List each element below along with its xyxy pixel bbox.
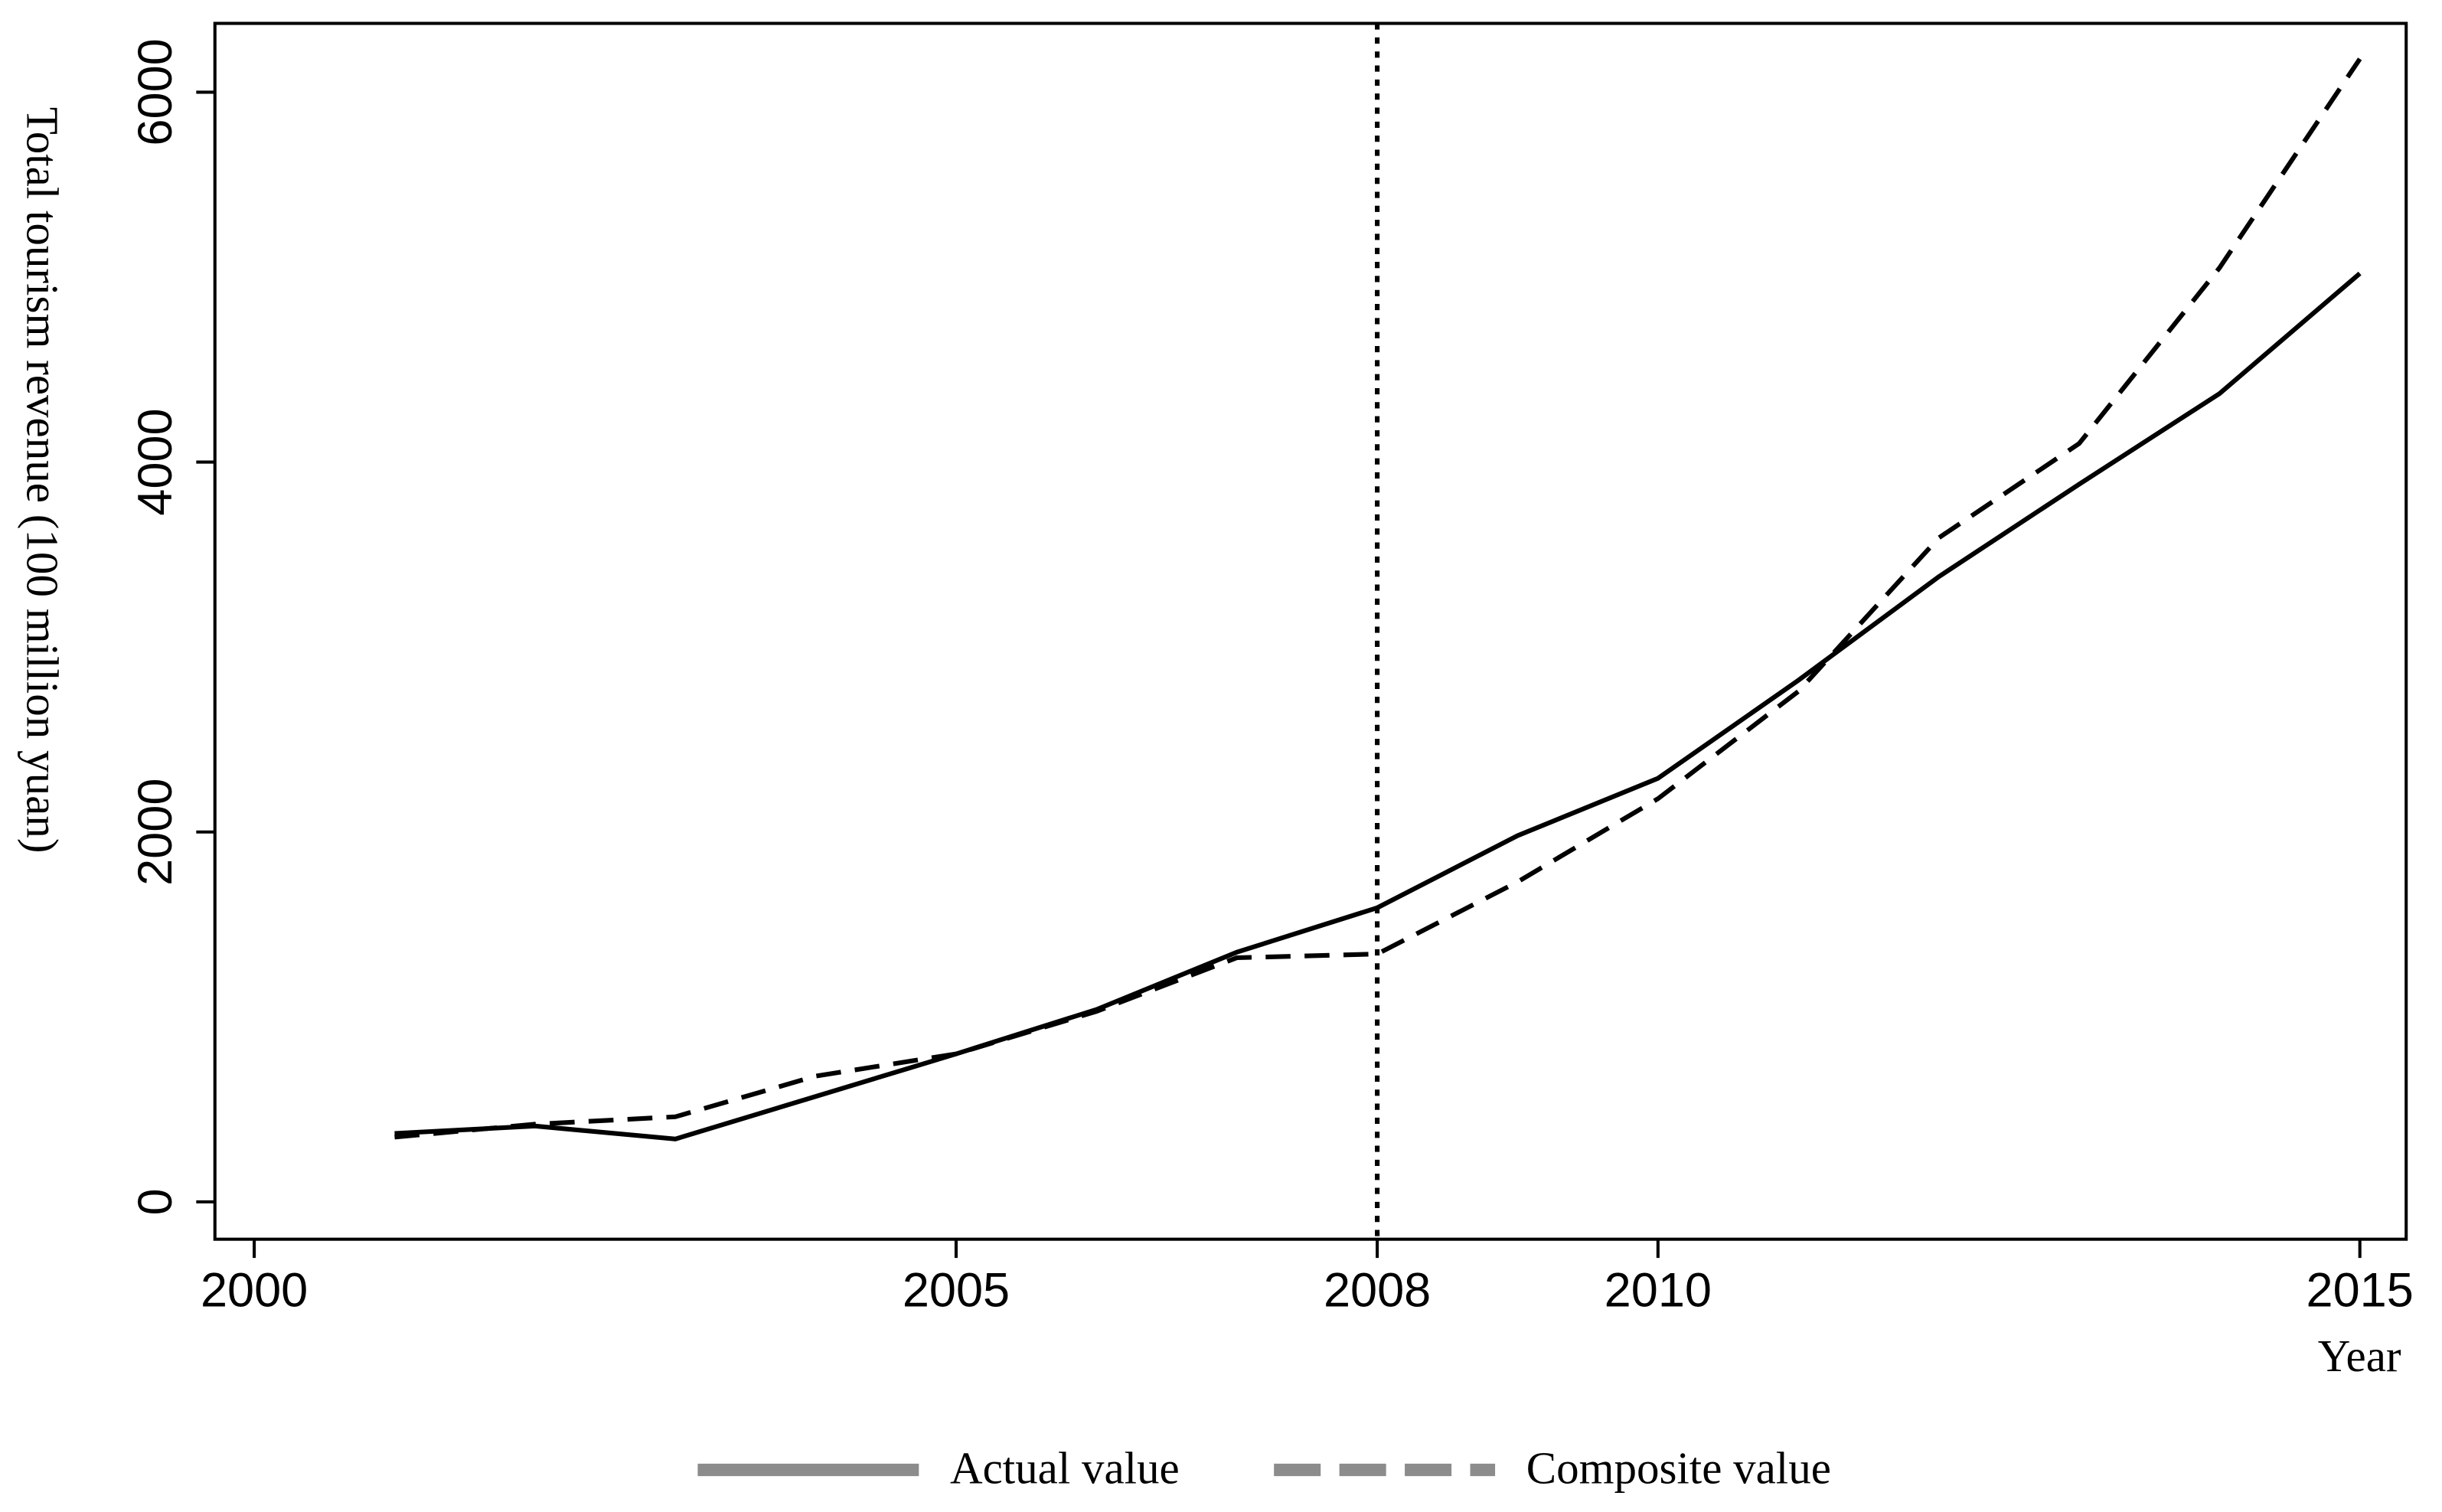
- y-tick-label: 0: [129, 1188, 182, 1215]
- y-tick-label: 2000: [129, 779, 182, 886]
- plot-frame: [213, 21, 2408, 1241]
- series-line: [394, 57, 2362, 1140]
- x-tick-label: 2010: [1605, 1264, 1712, 1318]
- x-axis-title: Year: [2318, 1331, 2401, 1381]
- x-tick-label: 2008: [1324, 1264, 1431, 1318]
- series-line: [394, 271, 2362, 1141]
- y-tick-label: 4000: [129, 408, 182, 515]
- x-tick-label: 2015: [2307, 1264, 2414, 1318]
- legend-label: Actual value: [950, 1443, 1180, 1494]
- legend-label: Composite value: [1526, 1443, 1831, 1494]
- x-tick-label: 2000: [201, 1264, 308, 1318]
- x-tick-label: 2005: [903, 1264, 1010, 1318]
- y-tick-label: 6000: [129, 38, 182, 145]
- y-axis-title: Total tourism revenue (100 million yuan): [17, 107, 67, 854]
